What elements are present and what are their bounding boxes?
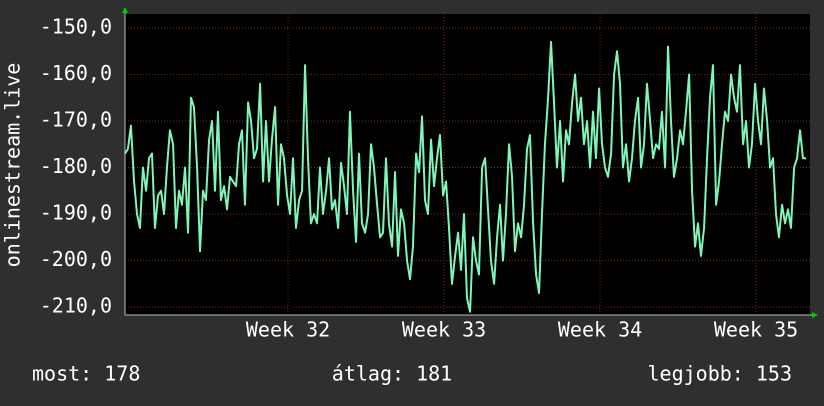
footer-current: most: 178 bbox=[32, 362, 140, 386]
y-tick-label: -150,0 bbox=[40, 14, 112, 38]
footer-average: átlag: 181 bbox=[332, 362, 452, 386]
y-arrow bbox=[122, 7, 128, 13]
footer-best: legjobb: 153 bbox=[648, 362, 793, 386]
plot bbox=[124, 40, 807, 313]
x-arrow bbox=[812, 312, 818, 318]
x-tick-label: Week 32 bbox=[246, 318, 330, 342]
x-tick-label: Week 35 bbox=[714, 318, 798, 342]
y-tick-label: -190,0 bbox=[40, 201, 112, 225]
data-line bbox=[124, 40, 807, 313]
y-tick-label: -160,0 bbox=[40, 61, 112, 85]
x-tick-label: Week 34 bbox=[558, 318, 642, 342]
x-tick-label: Week 33 bbox=[402, 318, 486, 342]
grid bbox=[125, 14, 810, 315]
y-tick-label: -210,0 bbox=[40, 294, 112, 318]
y-tick-label: -180,0 bbox=[40, 154, 112, 178]
y-axis-label: onlinestream.live bbox=[1, 63, 25, 268]
y-tick-label: -200,0 bbox=[40, 247, 112, 271]
plot-area bbox=[125, 14, 810, 315]
y-tick-label: -170,0 bbox=[40, 108, 112, 132]
